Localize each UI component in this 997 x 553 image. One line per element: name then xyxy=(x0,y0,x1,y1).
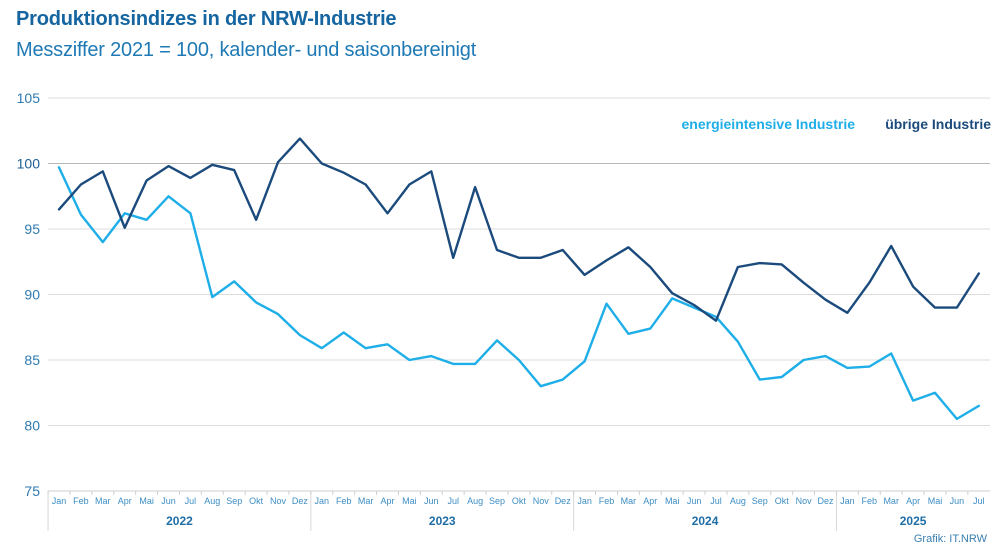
month-tick-label: Jan xyxy=(315,496,330,506)
month-tick-label: Aug xyxy=(204,496,220,506)
month-tick-label: Jun xyxy=(161,496,176,506)
source-credit: Grafik: IT.NRW xyxy=(913,533,987,545)
month-tick-label: Mai xyxy=(665,496,680,506)
month-tick-label: Mar xyxy=(95,496,111,506)
month-tick-label: Apr xyxy=(643,496,657,506)
month-tick-label: Jun xyxy=(424,496,439,506)
month-tick-label: Sep xyxy=(752,496,768,506)
year-label: 2022 xyxy=(166,514,193,528)
y-tick-label: 85 xyxy=(24,352,40,368)
month-tick-label: Apr xyxy=(906,496,920,506)
y-axis: 75 80 85 90 95 100 105 xyxy=(17,90,41,499)
y-tick-label: 95 xyxy=(24,221,40,237)
month-tick-label: Aug xyxy=(467,496,483,506)
series-layer xyxy=(57,137,980,421)
month-tick-label: Jan xyxy=(577,496,592,506)
month-tick-label: Sep xyxy=(226,496,242,506)
month-tick-label: Dez xyxy=(817,496,834,506)
grid-layer xyxy=(48,97,990,426)
month-tick-label: Feb xyxy=(336,496,352,506)
month-tick-label: Feb xyxy=(73,496,89,506)
series-line-uebrige xyxy=(57,137,980,322)
year-label: 2025 xyxy=(900,514,927,528)
y-tick-label: 90 xyxy=(24,287,40,303)
legend-item-uebrige: übrige Industrie xyxy=(885,116,991,132)
month-tick-label: Dez xyxy=(292,496,309,506)
month-tick-label: Okt xyxy=(512,496,527,506)
series-line-energieintensive xyxy=(57,166,980,421)
month-tick-label: Nov xyxy=(533,496,550,506)
month-tick-label: Jun xyxy=(687,496,702,506)
month-tick-label: Feb xyxy=(599,496,615,506)
legend-item-energieintensive: energieintensive Industrie xyxy=(682,116,856,132)
month-tick-label: Nov xyxy=(796,496,813,506)
month-tick-label: Feb xyxy=(862,496,878,506)
month-tick-label: Apr xyxy=(380,496,394,506)
month-tick-label: Jul xyxy=(447,496,459,506)
month-tick-label: Dez xyxy=(555,496,572,506)
month-tick-label: Mai xyxy=(928,496,943,506)
month-tick-label: Jan xyxy=(840,496,855,506)
chart-title: Produktionsindizes in der NRW-Industrie xyxy=(16,8,397,30)
month-tick-label: Mar xyxy=(883,496,899,506)
y-tick-label: 100 xyxy=(17,156,41,172)
month-tick-label: Jun xyxy=(950,496,965,506)
year-label: 2024 xyxy=(692,514,719,528)
month-tick-label: Mai xyxy=(402,496,417,506)
y-tick-label: 80 xyxy=(24,418,40,434)
month-tick-label: Okt xyxy=(775,496,790,506)
month-tick-label: Jul xyxy=(973,496,985,506)
month-tick-label: Nov xyxy=(270,496,287,506)
month-tick-label: Jan xyxy=(52,496,67,506)
month-tick-label: Okt xyxy=(249,496,264,506)
month-tick-label: Aug xyxy=(730,496,746,506)
month-tick-label: Mar xyxy=(621,496,637,506)
month-tick-label: Jul xyxy=(185,496,197,506)
y-tick-label: 105 xyxy=(17,90,41,106)
x-axis: Jan Feb Mar Apr Mai Jun Jul Aug Sep Okt Nov Dez 2022… xyxy=(47,490,990,531)
month-tick-label: Apr xyxy=(118,496,132,506)
month-tick-label: Mai xyxy=(139,496,154,506)
chart-subtitle: Messziffer 2021 = 100, kalender- und sai… xyxy=(16,39,477,61)
y-tick-label: 75 xyxy=(24,483,40,499)
legend: energieintensive Industrie übrige Indust… xyxy=(682,116,992,132)
year-label: 2023 xyxy=(429,514,456,528)
month-tick-label: Sep xyxy=(489,496,505,506)
month-tick-label: Mar xyxy=(358,496,374,506)
month-tick-label: Jul xyxy=(710,496,722,506)
